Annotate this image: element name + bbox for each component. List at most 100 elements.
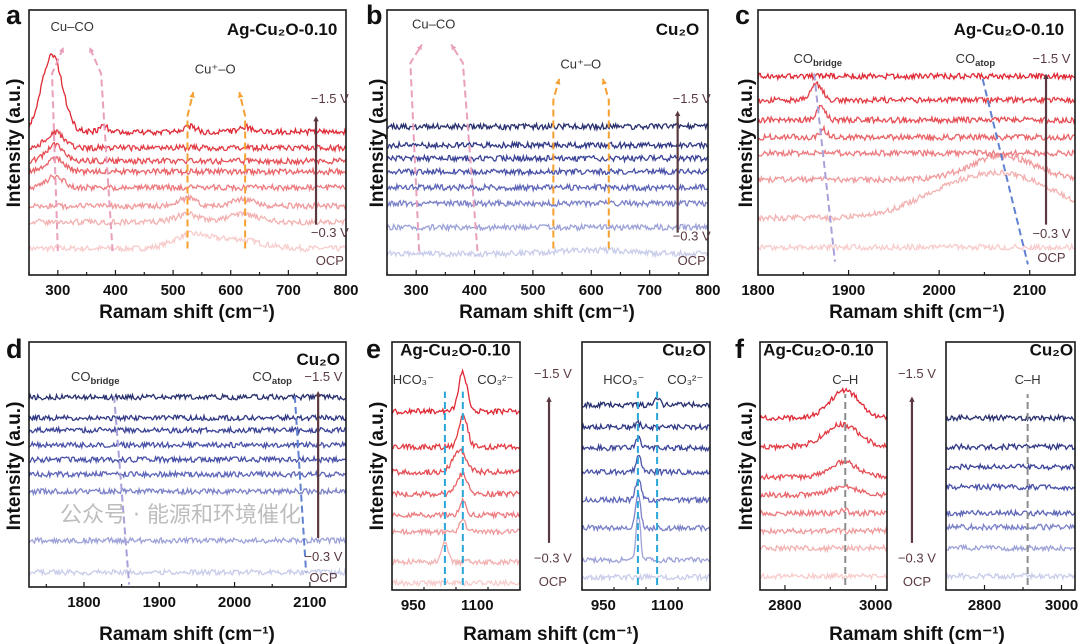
x-tick-label: 3000 (1045, 597, 1078, 614)
spectrum-trace (582, 419, 710, 432)
annotation-subscript: bridge (813, 58, 842, 69)
plot-frame (945, 341, 1076, 591)
x-tick-label: 1800 (67, 594, 100, 611)
annotation-text: Cu⁺–O (560, 56, 601, 71)
annotation-text: CO₃²⁻ (477, 372, 513, 387)
x-tick-label: 700 (637, 282, 662, 299)
peak-annotation: CObridge (794, 51, 843, 69)
peak-annotation: C–H (1015, 372, 1041, 387)
spectrum-trace (946, 543, 1075, 553)
panel-a: 300 400 500 600 700 800 Ag-Cu₂O-0.10 Cu–CO Cu⁺–O… (28, 9, 359, 299)
annotation-text: HCO₃⁻ (603, 372, 644, 387)
spectrum-trace (392, 578, 520, 588)
annotation-subscript: bridge (90, 376, 119, 387)
potential-label-bottom: −0.3 V (673, 229, 711, 244)
panel-title: Ag-Cu₂O-0.10 (227, 20, 338, 39)
peak-annotation: COatop (252, 369, 292, 387)
spectrum-trace (760, 458, 887, 483)
panel-title: Ag-Cu₂O-0.10 (400, 340, 511, 359)
spectrum-trace (760, 571, 887, 582)
spectrum-trace (387, 139, 708, 151)
arrowhead-icon (315, 391, 321, 397)
x-tick-label: 1100 (651, 597, 684, 614)
potential-label-bottom: −0.3 V (898, 551, 936, 566)
spectrum-trace (392, 470, 520, 499)
potential-label-bottom: −0.3 V (304, 549, 342, 564)
potential-label-ocp: OCP (309, 570, 337, 585)
spectrum-trace (758, 104, 1075, 126)
spectra (760, 386, 887, 582)
guide-line (552, 78, 561, 249)
spectrum-trace (946, 441, 1075, 452)
x-tick-label: 800 (695, 282, 720, 299)
arrowhead-icon (313, 116, 319, 122)
arrowhead-icon (237, 92, 244, 98)
spectrum-trace (387, 245, 708, 259)
arrowhead-icon (58, 47, 64, 54)
spectrum-trace (758, 148, 1075, 159)
spectrum-trace (387, 182, 708, 193)
peak-annotation: CO₃²⁻ (667, 372, 703, 387)
spectrum-trace (387, 222, 708, 233)
spectrum-trace (29, 155, 346, 178)
spectra (582, 396, 710, 583)
spectra (29, 392, 346, 578)
peak-annotation: HCO₃⁻ (603, 372, 644, 387)
spectra (946, 412, 1075, 581)
x-tick-label: 1100 (461, 597, 494, 614)
panel-title: Cu₂O (297, 350, 340, 369)
spectrum-trace (946, 482, 1075, 492)
arrowhead-icon (1043, 73, 1049, 79)
y-axis-label: Intensity (a.u.) (4, 79, 25, 208)
panel-letter: b (366, 0, 383, 30)
spectrum-trace (760, 483, 887, 500)
x-axis-label: Ramam shift (cm⁻¹) (99, 624, 275, 644)
annotation-text: CO (794, 51, 814, 66)
peak-annotation: C–H (832, 372, 858, 387)
annotation-text: C–H (832, 372, 858, 387)
spectrum-trace (392, 539, 520, 568)
x-tick-label: 400 (103, 282, 128, 299)
spectrum-trace (29, 567, 346, 578)
potential-label-top: −1.5 V (1032, 51, 1070, 66)
annotation-subscript: atop (975, 58, 995, 69)
spectrum-trace (387, 198, 708, 209)
x-tick-label: 500 (520, 282, 545, 299)
x-tick-label: 800 (333, 282, 358, 299)
spectrum-trace (29, 469, 346, 480)
spectrum-trace (582, 435, 710, 453)
peak-annotation: Cu–CO (412, 17, 455, 32)
potential-label-bottom: −0.3 V (1032, 226, 1070, 241)
x-tick-label: 950 (401, 597, 426, 614)
y-axis-label: Intensity (a.u.) (4, 402, 25, 531)
annotation-text: CO (252, 369, 272, 384)
panel-title: Cu₂O (656, 20, 699, 39)
x-tick-label: 1900 (143, 594, 176, 611)
guide-line (186, 91, 195, 249)
spectrum-trace (29, 392, 346, 402)
spectrum-trace (29, 440, 346, 451)
annotation-text: Cu–CO (412, 17, 455, 32)
potential-label-top: −1.5 V (304, 369, 342, 384)
x-tick-label: 600 (218, 282, 243, 299)
arrowhead-icon (546, 396, 552, 402)
panel-letter: a (6, 0, 22, 30)
spectra (758, 71, 1075, 252)
arrowhead-icon (909, 396, 915, 402)
annotation-text: Cu⁺–O (195, 62, 236, 77)
peak-annotation: HCO₃⁻ (393, 372, 434, 387)
plot-frame (757, 9, 1076, 276)
annotation-text: CO (956, 51, 976, 66)
annotation-text: HCO₃⁻ (393, 372, 434, 387)
guide-line (409, 43, 423, 252)
arrowhead-icon (451, 44, 457, 51)
x-tick-label: 2000 (922, 282, 955, 299)
spectra (387, 121, 708, 259)
guide-line (813, 73, 836, 262)
potential-label-bottom: −0.3 V (311, 225, 349, 240)
peak-annotation: Cu–CO (51, 19, 94, 34)
x-axis-label: Ramam shift (cm⁻¹) (459, 302, 635, 323)
annotation-text: Cu–CO (51, 19, 94, 34)
